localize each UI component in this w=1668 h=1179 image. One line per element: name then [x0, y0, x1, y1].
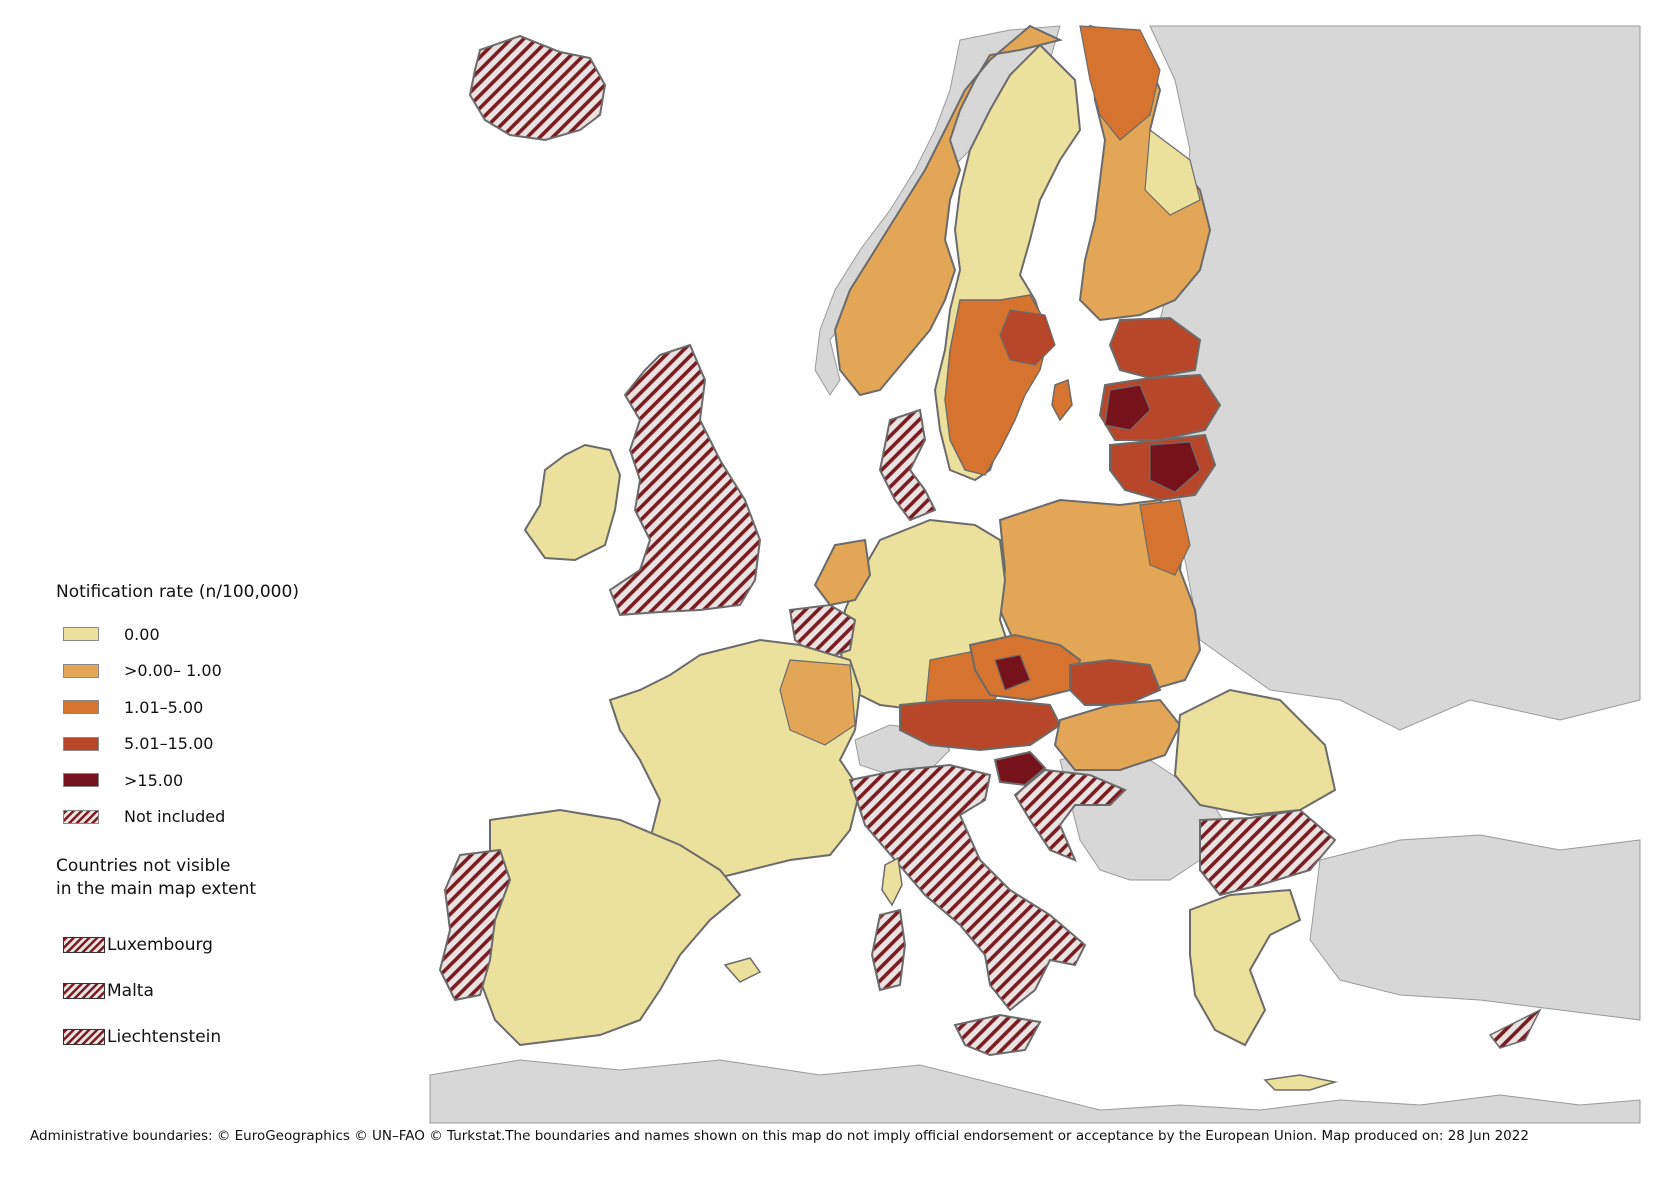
finland-north	[1079, 25, 1161, 141]
denmark	[878, 408, 937, 522]
legend-label: 1.01–5.00	[124, 697, 204, 717]
legend-label: 5.01–15.00	[124, 734, 214, 754]
non-eu-land	[429, 25, 1641, 1124]
legend-row-not-included: Not included	[56, 799, 336, 836]
legend-label: 0.00	[124, 624, 160, 644]
legend-swatch-hatched	[63, 809, 99, 824]
netherlands	[813, 538, 872, 607]
legend-swatch	[63, 700, 99, 715]
poland-east	[1139, 499, 1191, 576]
legend-title: Notification rate (n/100,000)	[56, 582, 299, 602]
not-visible-row-malta: Malta	[56, 981, 336, 1001]
legend-label: >0.00– 1.00	[124, 661, 222, 681]
balearic-islands	[723, 957, 762, 983]
legend-swatch	[63, 627, 99, 642]
portugal	[438, 848, 512, 1002]
hatched-swatch	[63, 937, 105, 953]
legend-swatch	[63, 736, 99, 751]
ireland	[523, 443, 622, 562]
italy	[848, 763, 1087, 1012]
france-east	[779, 659, 856, 746]
legend-row-4: >15.00	[56, 762, 336, 799]
country-label: Luxembourg	[107, 935, 213, 955]
hatched-swatch	[63, 983, 105, 999]
norway	[833, 24, 1063, 397]
finland-east	[1144, 128, 1201, 216]
footer-attribution: Administrative boundaries: © EuroGeograp…	[30, 1128, 1529, 1144]
cyprus	[1488, 1008, 1542, 1049]
romania	[1173, 688, 1337, 817]
gotland	[1051, 378, 1073, 422]
austria	[899, 699, 1062, 752]
hungary	[1053, 698, 1182, 771]
greece	[1189, 888, 1302, 1047]
latvia-riga	[1104, 384, 1151, 431]
crete	[1263, 1074, 1338, 1091]
country-label: Malta	[107, 981, 154, 1001]
legend-row-0: 0.00	[56, 616, 336, 653]
not-visible-title-line2: in the main map extent	[56, 879, 257, 899]
not-visible-row-luxembourg: Luxembourg	[56, 935, 336, 955]
turkey-region	[1309, 834, 1641, 1021]
sweden-stockholm	[999, 309, 1056, 366]
legend-label: Not included	[124, 807, 226, 827]
country-label: Liechtenstein	[107, 1027, 222, 1047]
not-visible-title: Countries not visible in the main map ex…	[56, 855, 336, 901]
croatia	[1013, 768, 1127, 862]
hatched-swatch	[63, 1029, 105, 1045]
russia-region	[1149, 25, 1641, 731]
not-visible-title-line1: Countries not visible	[56, 856, 231, 876]
legend-label: >15.00	[124, 770, 184, 790]
legend-swatch	[63, 773, 99, 788]
sicily	[953, 1013, 1042, 1057]
sardinia	[870, 908, 907, 992]
estonia	[1108, 316, 1202, 380]
north-africa-region	[429, 1059, 1641, 1124]
legend-swatch	[63, 663, 99, 678]
legend-row-3: 5.01–15.00	[56, 726, 336, 763]
not-visible-row-liechtenstein: Liechtenstein	[56, 1027, 336, 1047]
bulgaria	[1199, 808, 1337, 897]
iceland	[468, 34, 607, 142]
czechia-prague	[994, 654, 1031, 691]
slovenia	[993, 750, 1047, 787]
corsica	[881, 856, 903, 907]
legend-row-2: 1.01–5.00	[56, 689, 336, 726]
united-kingdom	[608, 343, 762, 617]
lithuania-center	[1149, 441, 1201, 493]
legend: Notification rate (n/100,000) 0.00 >0.00…	[56, 582, 336, 1047]
slovakia	[1069, 658, 1162, 706]
legend-row-1: >0.00– 1.00	[56, 653, 336, 690]
